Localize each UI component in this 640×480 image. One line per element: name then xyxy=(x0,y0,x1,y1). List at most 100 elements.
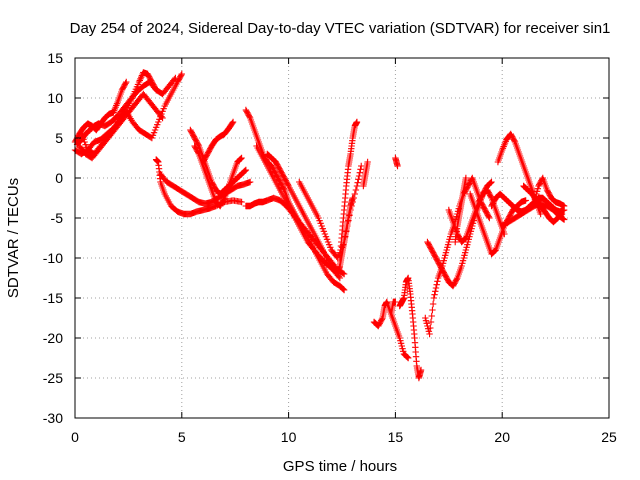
data-point xyxy=(353,118,361,126)
data-point xyxy=(487,193,495,200)
data-point xyxy=(340,286,347,293)
data-point xyxy=(238,154,245,162)
y-tick-label: -25 xyxy=(43,370,63,386)
data-point xyxy=(453,276,460,283)
data-point xyxy=(537,210,544,218)
data-point xyxy=(242,166,250,174)
series-arc-6 xyxy=(152,156,245,218)
data-point xyxy=(428,312,435,320)
series-arc-17 xyxy=(334,194,356,278)
data-point xyxy=(178,70,185,78)
series-arc-20 xyxy=(392,154,401,170)
data-point xyxy=(220,196,228,203)
series-arc-19 xyxy=(370,298,412,362)
data-point xyxy=(486,214,493,222)
series-arc-13 xyxy=(253,142,344,282)
data-point xyxy=(417,366,425,374)
data-point xyxy=(237,155,245,162)
data-point xyxy=(351,190,359,198)
series-arc-26 xyxy=(494,130,544,218)
data-point xyxy=(378,316,386,323)
y-tick-label: -10 xyxy=(43,250,63,266)
series-arc-5 xyxy=(73,74,179,148)
data-point xyxy=(429,300,437,308)
data-point xyxy=(194,149,202,156)
data-point xyxy=(330,266,337,274)
data-point xyxy=(427,324,434,332)
y-tick-label: -5 xyxy=(51,210,64,226)
x-tick-label: 10 xyxy=(281,429,297,445)
series-arc-4 xyxy=(76,90,166,162)
x-tick-label: 25 xyxy=(601,429,617,445)
data-point xyxy=(430,294,438,302)
series-arc-18 xyxy=(360,158,371,190)
data-point xyxy=(462,174,470,182)
y-tick-label: -15 xyxy=(43,290,63,306)
data-point xyxy=(241,167,249,174)
data-point xyxy=(123,78,130,86)
y-tick-label: -30 xyxy=(43,410,63,426)
data-point xyxy=(491,248,498,255)
data-point xyxy=(238,198,245,206)
data-point xyxy=(172,74,179,82)
y-tick-label: -20 xyxy=(43,330,63,346)
data-point xyxy=(432,288,439,295)
data-point xyxy=(557,212,564,219)
data-point xyxy=(354,179,361,186)
data-point xyxy=(159,114,166,122)
data-point xyxy=(560,216,568,223)
x-tick-label: 5 xyxy=(178,429,186,445)
y-tick-label: 10 xyxy=(47,90,63,106)
data-point xyxy=(229,119,236,127)
data-point xyxy=(355,176,362,183)
data-point xyxy=(364,158,371,166)
series-arc-21 xyxy=(396,274,425,382)
data-point xyxy=(355,172,363,180)
data-point xyxy=(427,318,435,326)
data-point xyxy=(404,354,411,361)
series-arc-14 xyxy=(264,150,337,274)
data-point xyxy=(433,281,440,288)
data-point xyxy=(431,291,438,298)
data-point xyxy=(522,197,529,204)
data-point xyxy=(560,202,568,210)
y-tick-label: 5 xyxy=(55,130,63,146)
data-point xyxy=(394,162,401,170)
x-tick-label: 0 xyxy=(71,429,79,445)
series-arc-32 xyxy=(387,298,399,318)
data-point xyxy=(284,181,292,188)
data-point xyxy=(392,298,399,306)
y-tick-label: 0 xyxy=(55,170,63,186)
data-point xyxy=(432,284,440,292)
data-point xyxy=(352,186,360,194)
data-point xyxy=(280,185,287,192)
data-point xyxy=(349,194,356,202)
data-point xyxy=(336,274,344,282)
data-point xyxy=(405,354,412,362)
y-tick-label: 15 xyxy=(47,50,63,66)
data-point xyxy=(340,270,348,278)
data-point xyxy=(487,179,495,186)
plot-frame xyxy=(74,57,610,419)
data-point xyxy=(429,306,436,314)
data-points-layer xyxy=(71,69,568,382)
data-point xyxy=(339,270,347,277)
axis-ticks-layer: 0 5 10 15 20 25 15 10 5 0 -5 -10 -15 -20 -25 -30 xyxy=(43,50,617,445)
data-point xyxy=(426,330,433,338)
data-point xyxy=(357,166,364,173)
data-point xyxy=(485,213,492,220)
data-point xyxy=(236,156,244,163)
data-point xyxy=(488,178,495,186)
series-arc-10 xyxy=(199,118,237,166)
x-tick-label: 20 xyxy=(494,429,510,445)
data-point xyxy=(246,178,254,186)
data-point xyxy=(353,182,361,190)
data-point xyxy=(358,162,365,170)
data-point xyxy=(403,353,410,360)
series-arc-30 xyxy=(531,174,568,210)
data-point xyxy=(339,285,346,292)
data-point xyxy=(158,113,165,120)
data-point xyxy=(356,169,363,176)
y-axis-label: SDTVAR / TECUs xyxy=(5,178,22,298)
